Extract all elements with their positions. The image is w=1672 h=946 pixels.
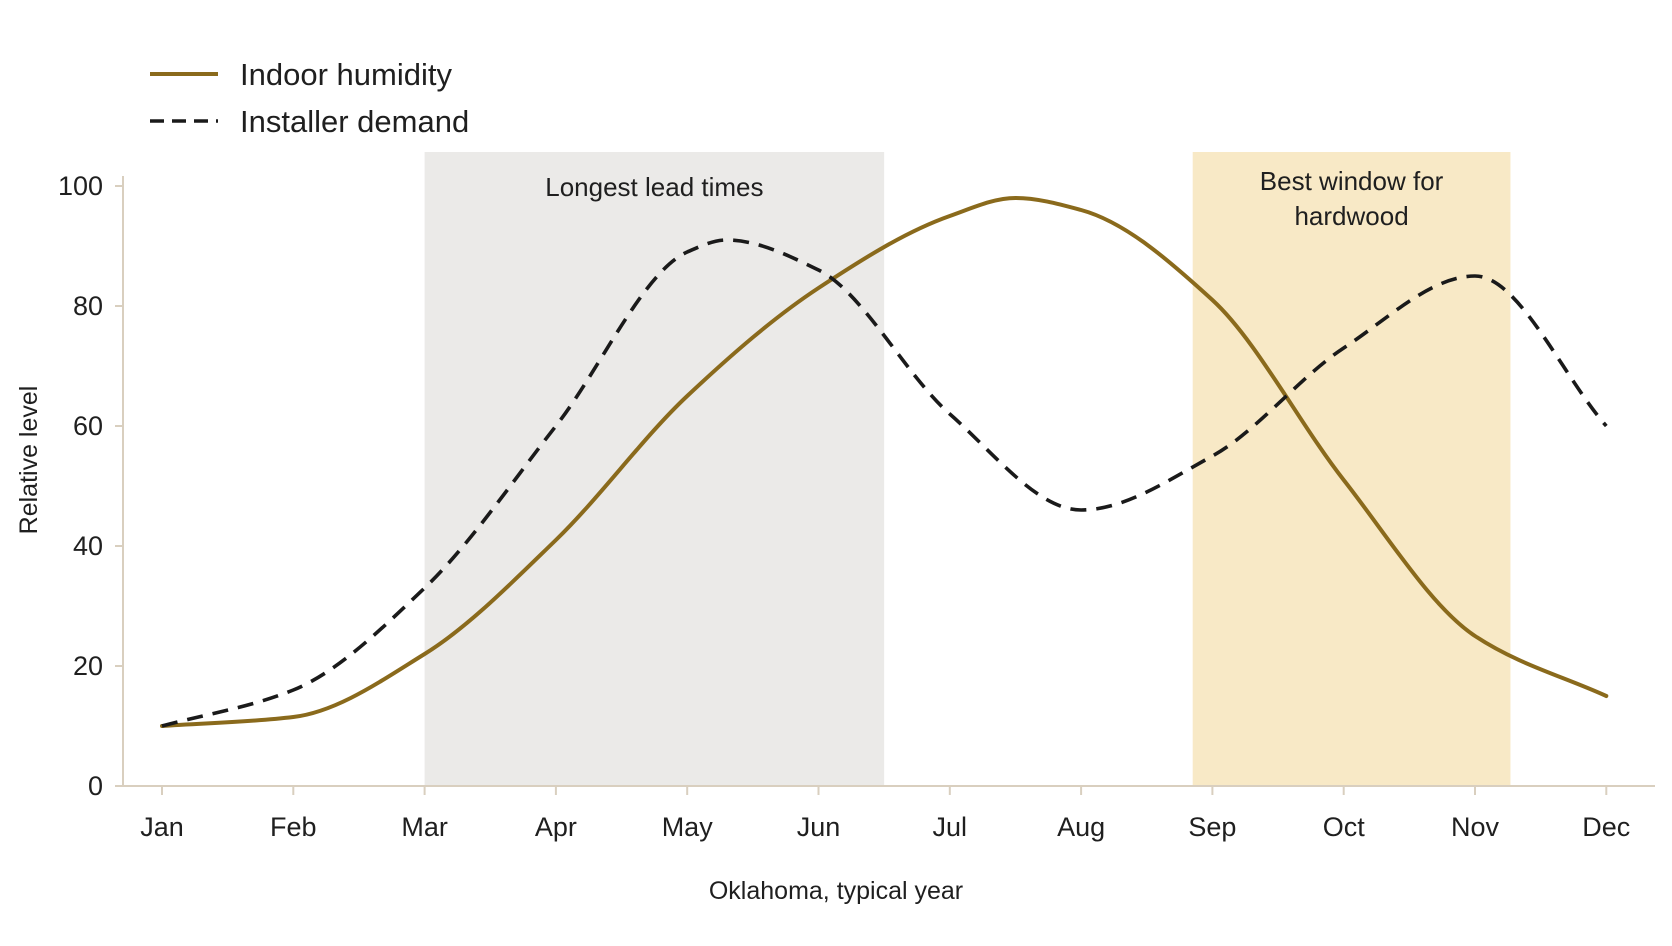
x-tick-label-mar: Mar	[401, 812, 448, 842]
axes-layer: 0 20 40 60 80 100 Jan Feb Mar Apr May Jun Jul Aug Sep O…	[58, 171, 1655, 842]
x-tick-label-may: May	[662, 812, 714, 842]
x-tick-label-aug: Aug	[1057, 812, 1105, 842]
band-label-2-line-1: Best window for	[1260, 166, 1444, 196]
series-layer	[160, 196, 1609, 728]
installer-demand-line	[161, 238, 1608, 728]
y-tick-label-40: 40	[73, 531, 103, 561]
x-tick-label-jul: Jul	[933, 812, 968, 842]
bands-layer: Longest lead times Best window for hardwoo…	[424, 152, 1511, 786]
x-tick-label-oct: Oct	[1323, 812, 1366, 842]
x-tick-label-sep: Sep	[1188, 812, 1236, 842]
band-label-2-line-2: hardwood	[1294, 201, 1408, 231]
x-tick-label-dec: Dec	[1582, 812, 1630, 842]
y-axis-title: Relative level	[15, 386, 43, 535]
band-2	[1192, 152, 1511, 786]
legend-label-installer-demand: Installer demand	[240, 104, 469, 139]
band-1	[424, 152, 885, 786]
y-tick-label-60: 60	[73, 411, 103, 441]
legend-label-indoor-humidity: Indoor humidity	[240, 57, 452, 92]
x-tick-label-nov: Nov	[1451, 812, 1500, 842]
x-axis-title: Oklahoma, typical year	[709, 877, 963, 905]
x-tick-label-feb: Feb	[270, 812, 317, 842]
x-tick-label-jun: Jun	[797, 812, 841, 842]
x-tick-label-apr: Apr	[535, 812, 577, 842]
indoor-humidity-line	[160, 196, 1609, 728]
y-tick-label-0: 0	[88, 771, 103, 801]
y-tick-label-100: 100	[58, 171, 103, 201]
y-tick-label-80: 80	[73, 291, 103, 321]
x-tick-label-jan: Jan	[140, 812, 184, 842]
legend: Indoor humidity Installer demand	[150, 57, 469, 139]
band-label-1: Longest lead times	[545, 172, 763, 202]
y-tick-label-20: 20	[73, 651, 103, 681]
